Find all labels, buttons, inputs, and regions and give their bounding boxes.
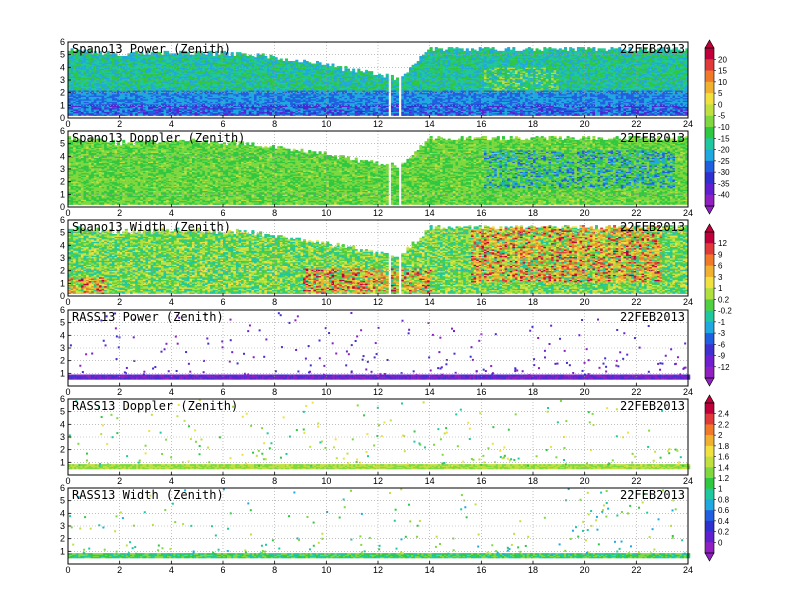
heatmap-cell [120, 56, 123, 58]
heatmap-cell [122, 56, 125, 58]
heatmap-cell [125, 56, 128, 58]
